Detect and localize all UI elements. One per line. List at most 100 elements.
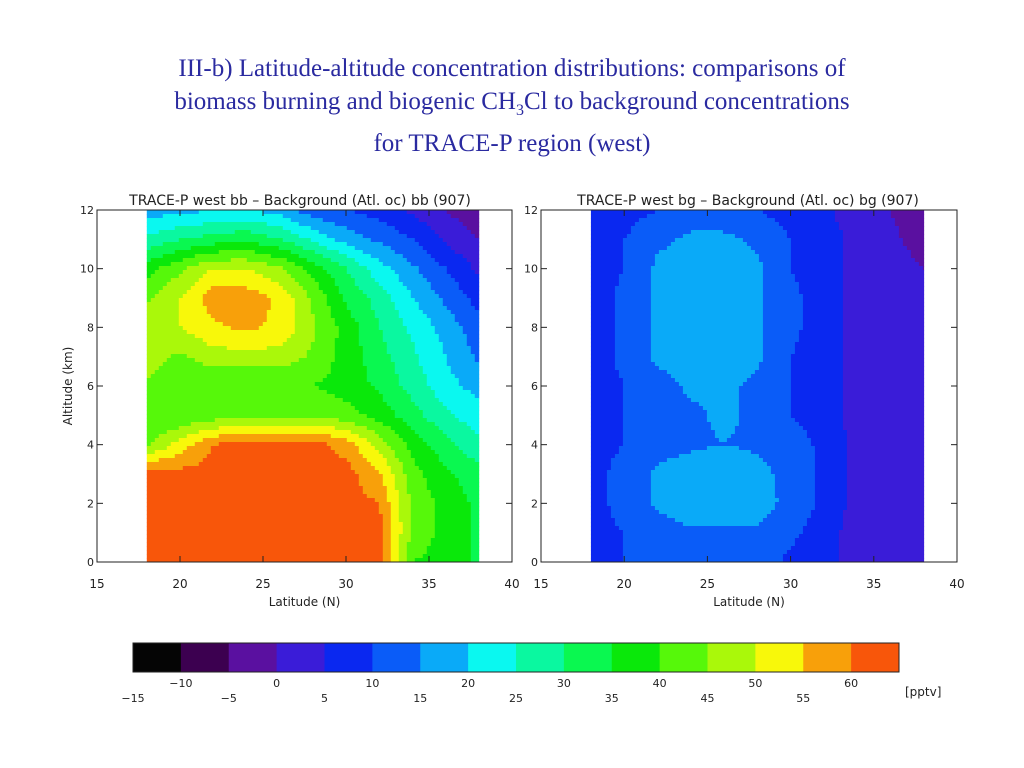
heatmap-cell — [350, 326, 356, 331]
heatmap-cell — [434, 426, 440, 431]
heatmap-cell — [322, 230, 328, 235]
heatmap-cell — [474, 290, 480, 295]
heatmap-cell — [310, 326, 316, 331]
heatmap-cell — [218, 446, 224, 451]
heatmap-cell — [318, 278, 324, 283]
heatmap-cell — [406, 302, 412, 307]
heatmap-cell — [246, 386, 252, 391]
heatmap-cell — [210, 338, 216, 343]
heatmap-cell — [430, 306, 436, 311]
heatmap-cell — [146, 214, 152, 219]
heatmap-cell — [386, 390, 392, 395]
heatmap-cell — [274, 402, 280, 407]
heatmap-cell — [358, 302, 364, 307]
heatmap-cell — [474, 342, 480, 347]
heatmap-cell — [426, 314, 432, 319]
heatmap-cell — [318, 398, 324, 403]
heatmap-cell — [386, 238, 392, 243]
heatmap-cell — [442, 446, 448, 451]
heatmap-cell — [174, 378, 180, 383]
heatmap-cell — [458, 406, 464, 411]
heatmap-cell — [282, 402, 288, 407]
heatmap-cell — [294, 326, 300, 331]
heatmap-cell — [334, 386, 340, 391]
heatmap-cell — [278, 262, 284, 267]
heatmap-cell — [338, 370, 344, 375]
heatmap-cell — [402, 230, 408, 235]
heatmap-cell — [318, 286, 324, 291]
heatmap-cell — [446, 306, 452, 311]
heatmap-cell — [394, 442, 400, 447]
heatmap-cell — [366, 218, 372, 223]
heatmap-cell — [166, 446, 172, 451]
heatmap-cell — [354, 226, 360, 231]
heatmap-cell — [306, 210, 312, 215]
heatmap-cell — [366, 310, 372, 315]
heatmap-cell — [166, 262, 172, 267]
heatmap-cell — [270, 446, 276, 451]
heatmap-cell — [378, 210, 384, 215]
heatmap-cell — [190, 346, 196, 351]
heatmap-cell — [274, 318, 280, 323]
heatmap-cell — [294, 398, 300, 403]
heatmap-cell — [446, 426, 452, 431]
heatmap-cell — [174, 342, 180, 347]
heatmap-cell — [158, 266, 164, 271]
heatmap-cell — [262, 314, 268, 319]
heatmap-cell — [234, 406, 240, 411]
heatmap-cell — [342, 318, 348, 323]
heatmap-cell — [286, 266, 292, 271]
heatmap-cell — [206, 210, 212, 215]
heatmap-cell — [410, 418, 416, 423]
heatmap-cell — [282, 226, 288, 231]
heatmap-cell — [286, 382, 292, 387]
heatmap-cell — [322, 242, 328, 247]
heatmap-cell — [462, 398, 468, 403]
heatmap-cell — [146, 346, 152, 351]
heatmap-cell — [162, 390, 168, 395]
heatmap-cell — [358, 286, 364, 291]
heatmap-cell — [350, 442, 356, 447]
heatmap-cell — [274, 358, 280, 363]
heatmap-cell — [366, 438, 372, 443]
heatmap-cell — [410, 334, 416, 339]
heatmap-cell — [314, 398, 320, 403]
heatmap-cell — [178, 302, 184, 307]
heatmap-cell — [438, 430, 444, 435]
heatmap-cell — [170, 406, 176, 411]
heatmap-cell — [162, 218, 168, 223]
heatmap-cell — [342, 286, 348, 291]
heatmap-cell — [342, 278, 348, 283]
heatmap-cell — [446, 246, 452, 251]
heatmap-cell — [146, 262, 152, 267]
heatmap-cell — [210, 342, 216, 347]
heatmap-cell — [150, 318, 156, 323]
heatmap-cell — [374, 246, 380, 251]
heatmap-cell — [242, 378, 248, 383]
heatmap-cell — [182, 314, 188, 319]
heatmap-cell — [258, 418, 264, 423]
heatmap-cell — [146, 378, 152, 383]
heatmap-cell — [350, 318, 356, 323]
heatmap-cell — [174, 330, 180, 335]
heatmap-cell — [422, 262, 428, 267]
heatmap-cell — [414, 370, 420, 375]
heatmap-cell — [198, 330, 204, 335]
heatmap-cell — [170, 334, 176, 339]
heatmap-cell — [258, 386, 264, 391]
heatmap-cell — [162, 298, 168, 303]
heatmap-cell — [310, 382, 316, 387]
heatmap-cell — [218, 302, 224, 307]
heatmap-cell — [306, 446, 312, 451]
heatmap-cell — [154, 262, 160, 267]
heatmap-cell — [214, 310, 220, 315]
heatmap-cell — [206, 374, 212, 379]
heatmap-cell — [366, 358, 372, 363]
heatmap-cell — [370, 366, 376, 371]
heatmap-cell — [386, 214, 392, 219]
heatmap-cell — [282, 222, 288, 227]
heatmap-cell — [306, 238, 312, 243]
heatmap-cell — [210, 386, 216, 391]
heatmap-cell — [242, 218, 248, 223]
heatmap-cell — [470, 246, 476, 251]
